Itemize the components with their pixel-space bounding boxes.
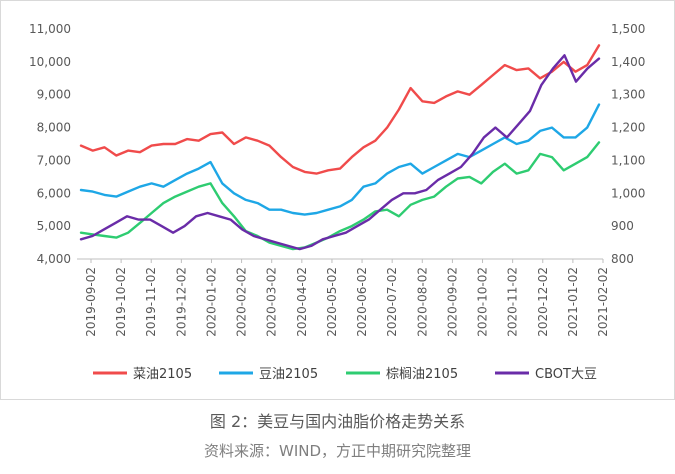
figure-source: 资料来源：WIND，方正中期研究院整理 [203, 442, 472, 460]
chart-svg: 4,000 5,000 6,000 7,000 8,000 9,000 10,000 11,0… [29, 22, 645, 382]
x-tick-label: 2021-01-02 [566, 267, 580, 337]
x-tick-label: 2020-03-02 [265, 267, 279, 337]
y-right-tick-label: 1,200 [611, 121, 645, 135]
x-tick-label: 2019-10-02 [114, 267, 128, 337]
y-right-tick-label: 1,500 [611, 22, 645, 36]
legend-label-3: 棕榈油2105 [386, 367, 458, 382]
y-left-tick-label: 9,000 [37, 88, 71, 102]
x-tick-label: 2019-12-02 [174, 267, 188, 337]
y-left-tick-label: 8,000 [37, 121, 71, 135]
x-tick-label: 2019-09-02 [84, 267, 98, 337]
x-tick-label: 2020-02-02 [235, 267, 249, 337]
x-tick-label: 2020-09-02 [445, 267, 459, 337]
x-tick-label: 2020-01-02 [204, 267, 218, 337]
y-right-tick-label: 1,400 [611, 55, 645, 69]
y-left-tick-label: 11,000 [29, 22, 71, 36]
axes: 4,000 5,000 6,000 7,000 8,000 9,000 10,000 11,0… [29, 22, 645, 337]
y-right-tick-label: 800 [611, 252, 634, 266]
y-left-tick-label: 4,000 [37, 252, 71, 266]
chart-frame: 4,000 5,000 6,000 7,000 8,000 9,000 10,000 11,0… [0, 0, 675, 400]
series-line-3 [79, 141, 601, 251]
series-line-1 [79, 44, 601, 175]
x-tick-label: 2020-07-02 [385, 267, 399, 337]
x-tick-label: 2021-02-02 [596, 267, 610, 337]
y-left-tick-label: 7,000 [37, 153, 71, 167]
series-line-4 [79, 54, 601, 251]
y-right-tick-label: 900 [611, 219, 634, 233]
figure-caption: 图 2：美豆与国内油脂价格走势关系 [209, 412, 466, 431]
y-left-tick-label: 10,000 [29, 55, 71, 69]
x-tick-label: 2020-12-02 [536, 267, 550, 337]
y-left-tick-label: 6,000 [37, 186, 71, 200]
x-tick-label: 2020-08-02 [415, 267, 429, 337]
x-tick-label: 2019-11-02 [144, 267, 158, 337]
y-right-tick-label: 1,300 [611, 88, 645, 102]
legend-label-4: CBOT大豆 [535, 367, 597, 382]
legend-label-1: 菜油2105 [133, 367, 192, 382]
legend: 菜油2105 豆油2105 棕榈油2105 CBOT大豆 [93, 367, 597, 382]
x-tick-label: 2020-05-02 [325, 267, 339, 337]
series-line-2 [79, 103, 601, 216]
x-tick-label: 2020-06-02 [355, 267, 369, 337]
x-tick-label: 2020-11-02 [506, 267, 520, 337]
y-right-tick-label: 1,000 [611, 186, 645, 200]
legend-label-2: 豆油2105 [259, 367, 318, 382]
y-left-tick-label: 5,000 [37, 219, 71, 233]
x-tick-label: 2020-04-02 [295, 267, 309, 337]
series-lines [79, 44, 601, 251]
x-tick-label: 2020-10-02 [476, 267, 490, 337]
y-right-tick-label: 1,100 [611, 153, 645, 167]
